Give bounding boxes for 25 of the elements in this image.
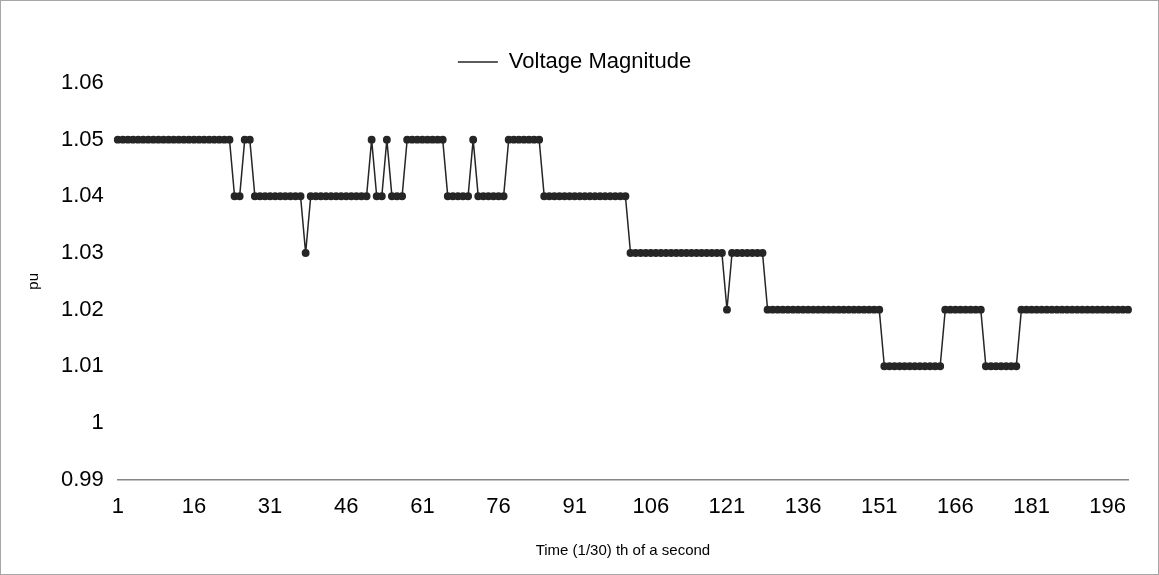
x-tick-label: 166 [937, 492, 974, 518]
x-tick-label: 16 [181, 492, 207, 518]
y-tick-label: 1.01 [60, 352, 104, 378]
y-tick-label: 1.05 [60, 125, 104, 151]
x-tick-label: 181 [1013, 492, 1050, 518]
legend-label: Voltage Magnitude [508, 48, 692, 74]
x-tick-label: 136 [784, 492, 822, 518]
x-tick-label: 76 [486, 492, 511, 518]
x-tick-label: 121 [708, 492, 746, 518]
y-axis-title: pu [24, 272, 42, 290]
y-tick-label: 1.06 [60, 69, 104, 95]
x-tick-label: 46 [334, 492, 359, 518]
x-tick-label: 31 [257, 492, 283, 518]
y-tick-label: 1 [91, 409, 104, 435]
y-tick-label: 1.04 [60, 182, 104, 208]
x-tick-label: 1 [111, 492, 124, 518]
x-tick-label: 91 [562, 492, 587, 518]
x-tick-label: 196 [1089, 492, 1127, 518]
x-tick-label: 151 [860, 492, 898, 518]
x-tick-label: 61 [410, 492, 435, 518]
y-tick-label: 1.03 [60, 239, 104, 265]
y-tick-label: 0.99 [60, 465, 104, 491]
x-tick-label: 106 [632, 492, 670, 518]
y-tick-label: 1.02 [60, 295, 104, 321]
x-axis-title: Time (1/30) th of a second [535, 541, 711, 559]
